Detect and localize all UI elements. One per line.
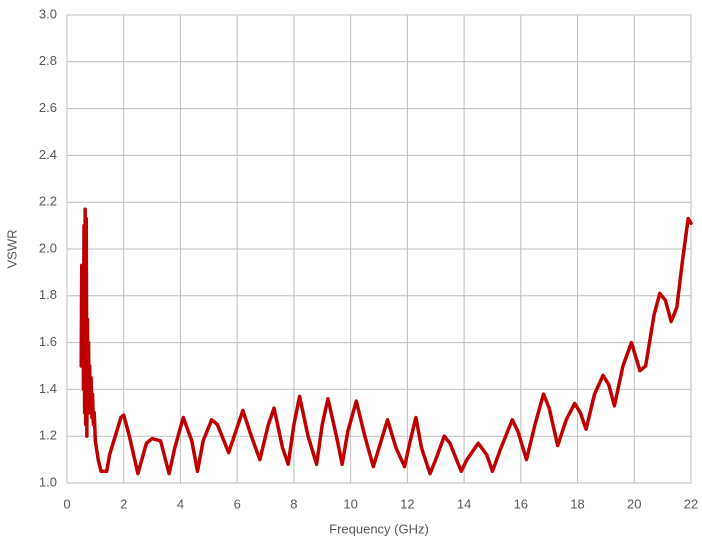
y-tick-label: 1.8 [39,287,57,302]
y-tick-label: 1.0 [39,474,57,489]
x-tick-label: 2 [120,496,127,511]
x-tick-label: 10 [343,496,357,511]
x-tick-label: 16 [514,496,528,511]
y-tick-label: 2.0 [39,240,57,255]
vswr-line [79,207,693,476]
x-tick-label: 22 [684,496,698,511]
y-tick-label: 1.4 [39,381,57,396]
x-tick-label: 0 [63,496,70,511]
x-tick-label: 4 [177,496,184,511]
y-tick-label: 1.6 [39,334,57,349]
y-tick-label: 2.2 [39,194,57,209]
y-tick-label: 3.0 [39,6,57,21]
x-tick-label: 14 [457,496,471,511]
y-axis-title: VSWR [4,230,19,269]
x-tick-label: 18 [570,496,584,511]
y-tick-label: 1.2 [39,428,57,443]
y-tick-label: 2.6 [39,100,57,115]
x-axis-title: Frequency (GHz) [329,521,429,536]
x-tick-label: 20 [627,496,641,511]
x-tick-label: 8 [290,496,297,511]
y-tick-label: 2.8 [39,53,57,68]
x-tick-label: 6 [234,496,241,511]
x-tick-label: 12 [400,496,414,511]
y-tick-label: 2.4 [39,147,57,162]
